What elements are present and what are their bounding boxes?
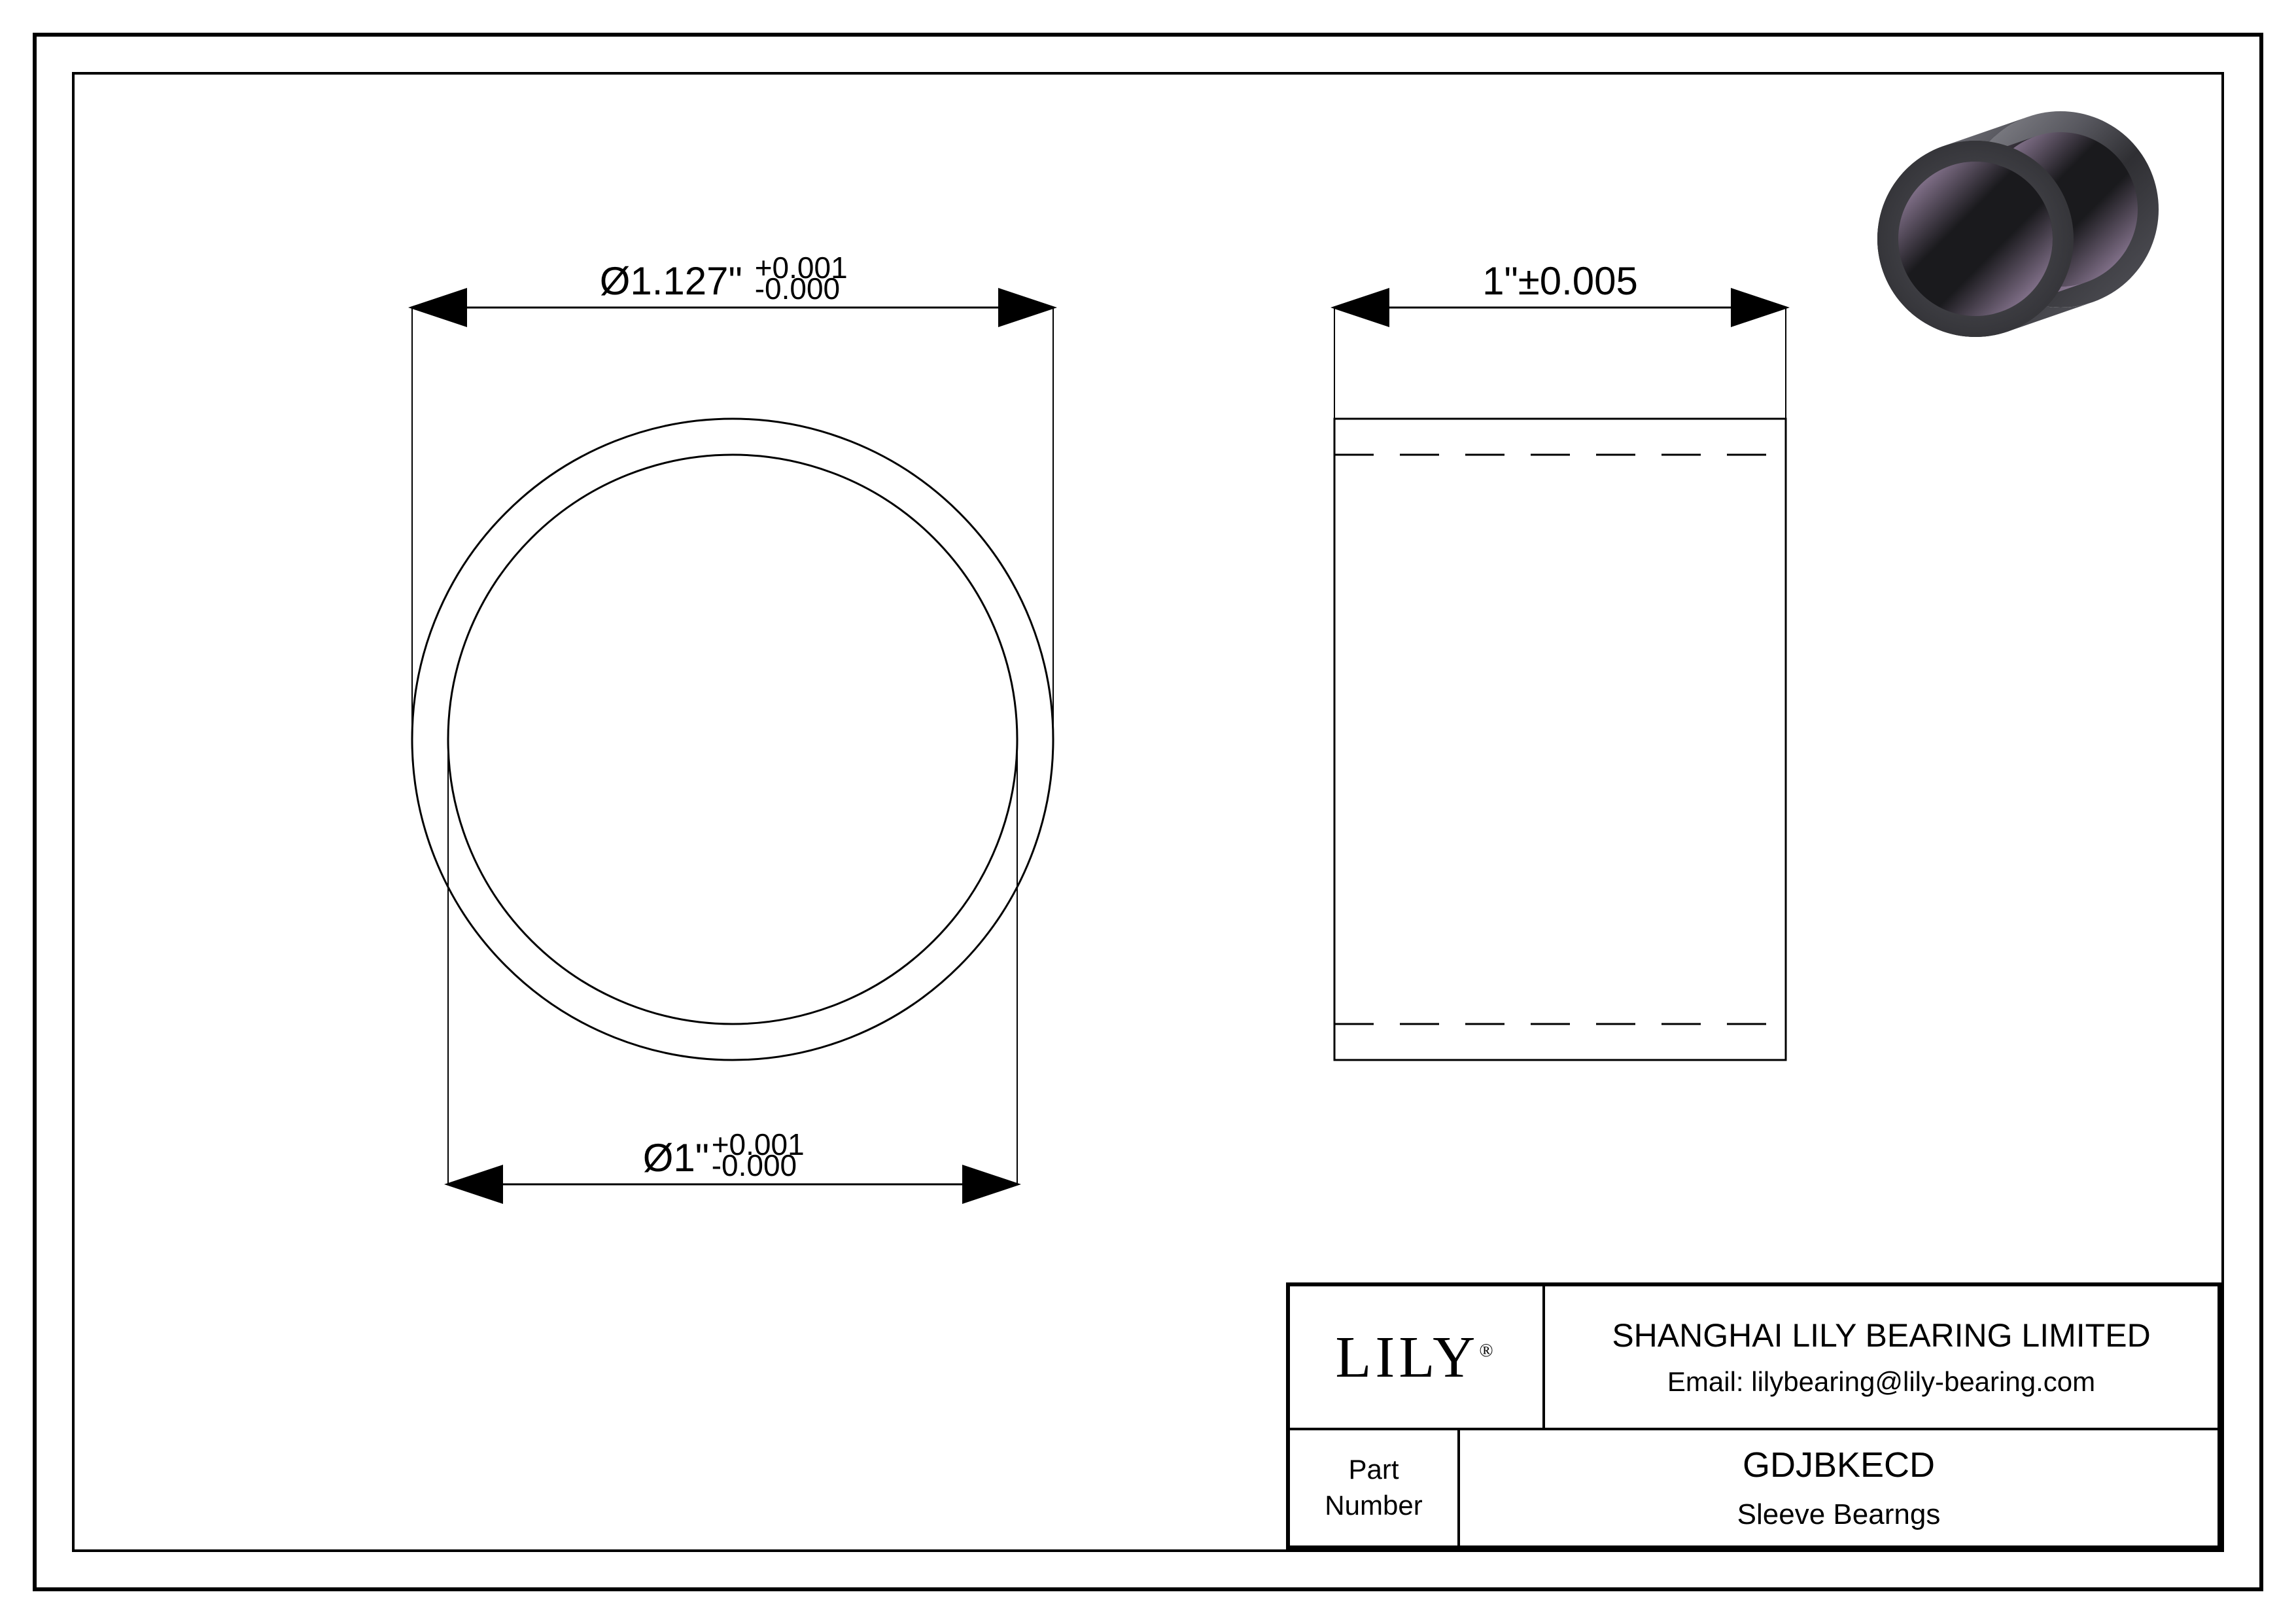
part-number: GDJBKECD: [1743, 1445, 1935, 1485]
part-number-label-cell: Part Number: [1289, 1429, 1459, 1547]
pn-label-line1: Part: [1348, 1452, 1399, 1488]
side-view: [1334, 419, 1786, 1060]
part-description: Sleeve Bearngs: [1737, 1498, 1941, 1531]
svg-text:-0.000: -0.000: [755, 272, 840, 306]
logo-cell: LILY®: [1289, 1285, 1544, 1429]
dimensions: Ø1.127"+0.001-0.000Ø1"+0.001-0.0001"±0.0…: [412, 251, 1786, 1184]
svg-text:Ø1.127": Ø1.127": [600, 259, 742, 303]
company-cell: SHANGHAI LILY BEARING LIMITED Email: lil…: [1544, 1285, 2219, 1429]
title-block: LILY® SHANGHAI LILY BEARING LIMITED Emai…: [1286, 1282, 2221, 1549]
svg-text:-0.000: -0.000: [712, 1148, 797, 1182]
pn-label-line2: Number: [1325, 1488, 1422, 1524]
company-email: Email: lilybearing@lily-bearing.com: [1667, 1366, 2095, 1398]
svg-text:Ø1": Ø1": [643, 1136, 709, 1180]
front-view: [412, 419, 1053, 1060]
company-name: SHANGHAI LILY BEARING LIMITED: [1612, 1316, 2150, 1354]
svg-text:1"±0.005: 1"±0.005: [1482, 259, 1638, 303]
logo-text: LILY: [1335, 1325, 1479, 1390]
render-3d: [1864, 111, 2178, 347]
part-number-value-cell: GDJBKECD Sleeve Bearngs: [1459, 1429, 2219, 1547]
registered-mark: ®: [1479, 1341, 1497, 1361]
